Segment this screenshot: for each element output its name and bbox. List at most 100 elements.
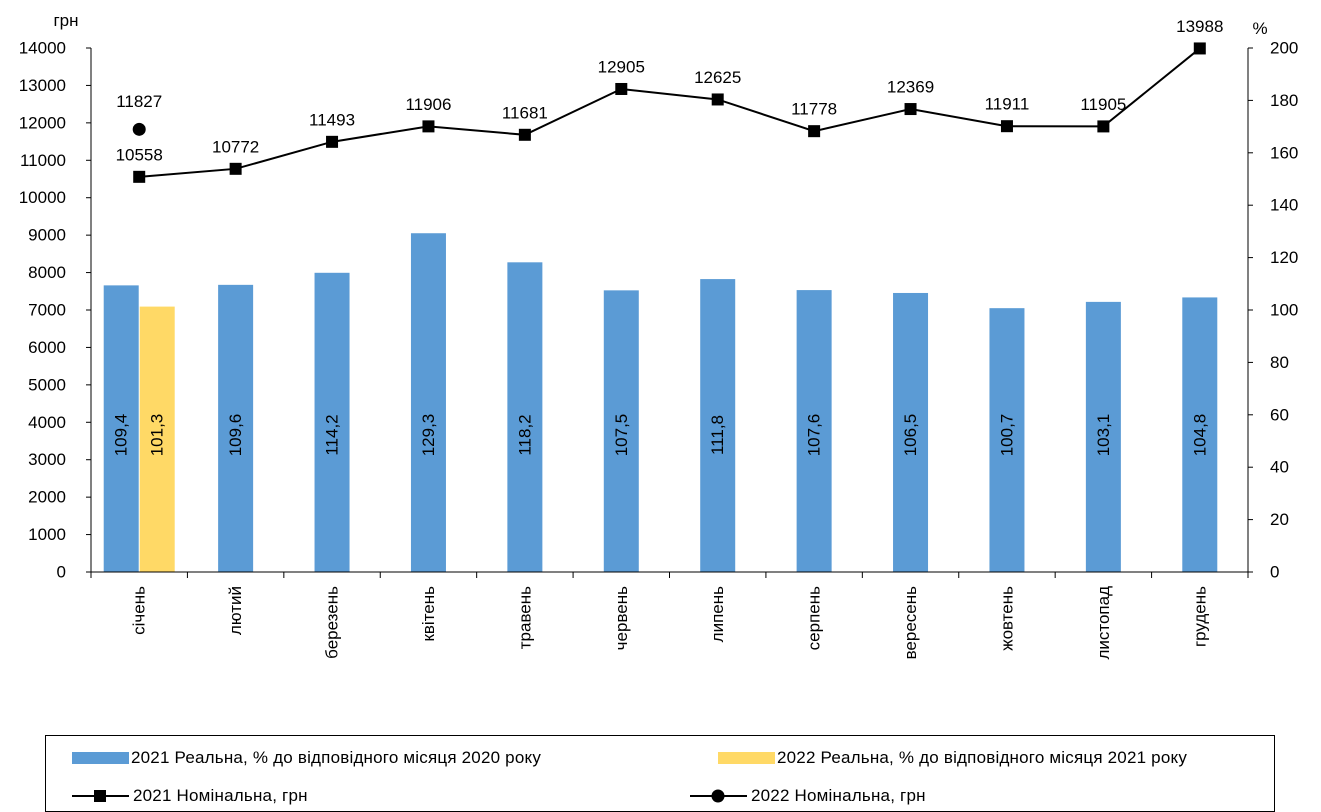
x-category-label: листопад xyxy=(1094,586,1113,660)
legend-swatch-blue-bar xyxy=(72,752,129,764)
right-tick-label: 180 xyxy=(1270,91,1298,110)
x-category-label: червень xyxy=(612,586,631,650)
right-tick-label: 160 xyxy=(1270,143,1298,162)
bar-value-label: 100,7 xyxy=(997,414,1016,457)
square-marker xyxy=(518,128,531,141)
left-tick-label: 12000 xyxy=(19,113,66,132)
square-marker xyxy=(1193,42,1206,55)
bar-2021-real xyxy=(410,233,446,572)
x-category-label: травень xyxy=(515,586,534,649)
line-value-label: 11681 xyxy=(502,103,548,122)
x-category-label: квітень xyxy=(419,586,438,642)
left-axis-unit: грн xyxy=(53,11,78,30)
bar-2021-real xyxy=(507,262,543,572)
right-tick-label: 200 xyxy=(1270,39,1298,58)
left-tick-label: 10000 xyxy=(19,188,66,207)
bar-value-label: 106,5 xyxy=(901,414,920,457)
right-tick-label: 120 xyxy=(1270,248,1298,267)
bar-value-label: 104,8 xyxy=(1190,414,1209,457)
legend-label: 2022 Номінальна, грн xyxy=(751,786,926,805)
left-tick-label: 8000 xyxy=(28,263,66,282)
line-value-label: 13988 xyxy=(1176,17,1223,36)
legend-label: 2022 Реальна, % до відповідного місяця 2… xyxy=(777,748,1188,767)
bar-2021-real xyxy=(1182,297,1218,572)
line-value-label: 11905 xyxy=(1080,95,1126,114)
bar-value-label: 109,4 xyxy=(112,414,131,457)
left-tick-label: 9000 xyxy=(28,226,66,245)
bar-value-label: 103,1 xyxy=(1094,414,1113,457)
right-tick-label: 0 xyxy=(1270,563,1279,582)
legend-item-2021-real: 2021 Реальна, % до відповідного місяця 2… xyxy=(72,748,541,768)
square-marker xyxy=(326,135,339,148)
chart: 109,4 101,3 109,6 114,2 129,3 118,2 107,5 111,8… xyxy=(19,11,1299,660)
bar-value-label: 114,2 xyxy=(323,414,342,455)
legend-label: 2021 Номінальна, грн xyxy=(133,786,308,805)
right-tick-label: 80 xyxy=(1270,353,1289,372)
x-category-label: жовтень xyxy=(997,586,1016,651)
right-tick-label: 140 xyxy=(1270,196,1298,215)
right-tick-label: 40 xyxy=(1270,458,1289,477)
line-value-label: 11906 xyxy=(405,95,451,114)
left-tick-label: 11000 xyxy=(20,151,66,170)
left-tick-label: 3000 xyxy=(28,450,66,469)
left-tick-label: 1000 xyxy=(28,525,66,544)
bar-value-label: 109,6 xyxy=(226,414,245,457)
bar-2021-real xyxy=(603,290,639,572)
bar-2021-real xyxy=(103,285,139,572)
circle-marker-line-icon xyxy=(690,789,747,803)
line-value-label: 12369 xyxy=(887,78,934,97)
x-category-label: грудень xyxy=(1190,586,1209,647)
x-category-label: березень xyxy=(323,586,342,659)
line-value-label: 11911 xyxy=(985,95,1030,114)
square-marker-line-icon xyxy=(72,790,129,802)
square-marker xyxy=(615,82,628,95)
bar-value-label: 129,3 xyxy=(419,414,438,457)
square-marker xyxy=(229,162,242,175)
bar-2021-real xyxy=(314,272,350,572)
bar-value-label: 101,3 xyxy=(148,414,167,457)
bar-value-label: 107,5 xyxy=(612,414,631,457)
legend-item-2021-nominal: 2021 Номінальна, грн xyxy=(72,786,308,806)
x-category-label: січень xyxy=(130,586,149,635)
bar-value-label: 111,8 xyxy=(708,415,727,455)
line-value-label: 12905 xyxy=(598,57,645,76)
right-tick-label: 100 xyxy=(1270,301,1298,320)
right-axis-unit: % xyxy=(1252,19,1267,38)
square-marker xyxy=(808,125,821,138)
bar-2021-real xyxy=(218,284,254,572)
square-marker xyxy=(1097,120,1110,133)
line-value-label: 12625 xyxy=(694,68,741,87)
bar-2021-real xyxy=(989,308,1025,572)
left-tick-label: 2000 xyxy=(28,488,66,507)
square-marker xyxy=(1000,120,1013,133)
left-tick-label: 13000 xyxy=(19,76,66,95)
legend-item-2022-nominal: 2022 Номінальна, грн xyxy=(690,786,926,806)
line-value-label: 11493 xyxy=(309,110,355,129)
circle-marker xyxy=(132,122,146,136)
left-tick-label: 7000 xyxy=(28,301,66,320)
line-value-label: 11778 xyxy=(791,100,837,119)
right-tick-label: 20 xyxy=(1270,510,1289,529)
bar-2021-real xyxy=(700,279,736,572)
legend-item-2022-real: 2022 Реальна, % до відповідного місяця 2… xyxy=(718,748,1187,768)
bar-2022-real xyxy=(139,306,175,572)
square-marker xyxy=(422,120,435,133)
bar-2021-real xyxy=(796,290,832,572)
legend-label: 2021 Реальна, % до відповідного місяця 2… xyxy=(131,748,542,767)
left-tick-label: 6000 xyxy=(28,338,66,357)
bar-value-label: 107,6 xyxy=(805,414,824,457)
square-marker xyxy=(133,170,146,183)
line-value-label: 10772 xyxy=(212,137,259,156)
bar-value-label: 118,2 xyxy=(515,414,534,455)
bar-2021-real xyxy=(1085,301,1121,572)
line-value-label: 11827 xyxy=(116,92,162,111)
legend: 2021 Реальна, % до відповідного місяця 2… xyxy=(45,735,1275,812)
square-marker xyxy=(904,103,917,116)
left-tick-label: 5000 xyxy=(28,375,66,394)
bar-2021-real xyxy=(893,292,929,572)
legend-swatch-yellow-bar xyxy=(718,752,775,764)
x-category-label: лютий xyxy=(226,586,245,635)
x-category-label: вересень xyxy=(901,586,920,660)
x-category-label: липень xyxy=(708,586,727,642)
square-marker xyxy=(711,93,724,106)
